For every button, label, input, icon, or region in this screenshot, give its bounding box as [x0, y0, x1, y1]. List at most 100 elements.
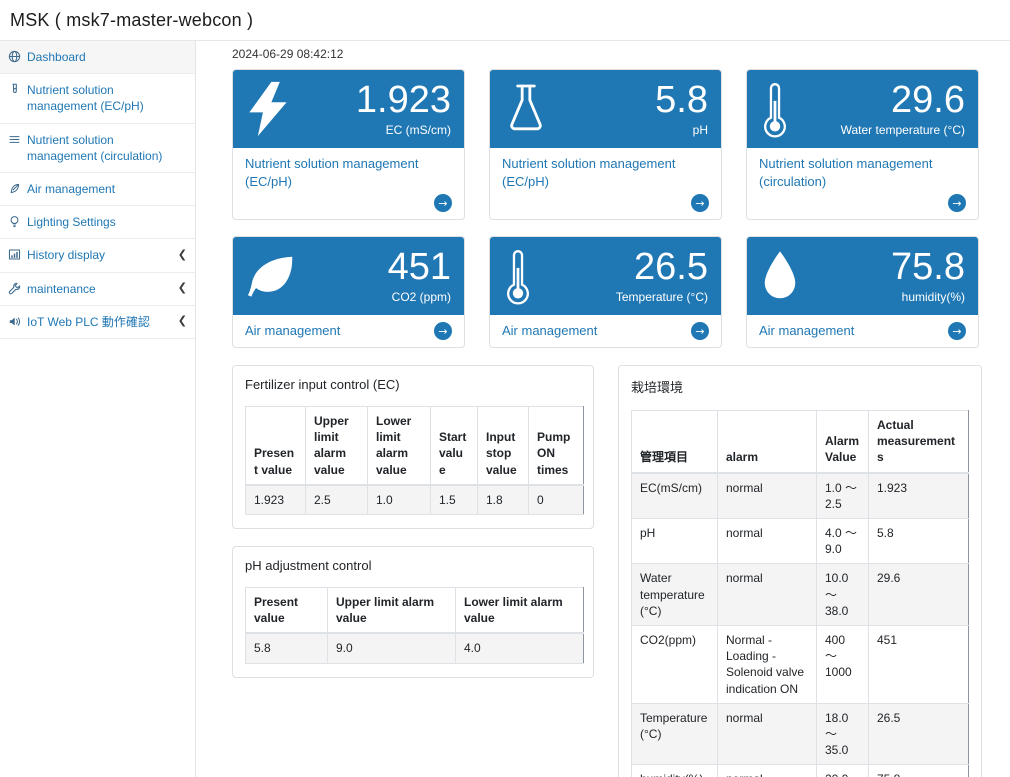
table-header-row: 管理項目 alarm Alarm Value Actual measuremen… [631, 410, 969, 474]
table-cell: Water temperature (°C) [631, 563, 718, 626]
column-header: Start value [430, 406, 478, 486]
column-header: Actual measurements [868, 410, 969, 474]
table-cell: 1.923 [245, 484, 306, 516]
sidebar-item-history[interactable]: History display ❮ [0, 239, 195, 273]
sidebar-item-label: IoT Web PLC 動作確認 [27, 314, 150, 329]
stat-card-humidity: 75.8 humidity(%) Air management → [746, 236, 979, 349]
stat-value: 29.6 [891, 79, 965, 122]
main-content: 2024-06-29 08:42:12 1.923 EC (mS/cm) Nut… [196, 41, 1010, 777]
panel-title: 栽培環境 [631, 380, 684, 396]
app-title: MSK ( msk7-master-webcon ) [10, 9, 254, 30]
stat-value: 5.8 [655, 79, 708, 122]
card-link[interactable]: Nutrient solution management (circulatio… [759, 156, 933, 189]
column-header: Alarm Value [816, 410, 869, 474]
table-row: Temperature (°C) normal 18.0 〜 35.0 26.5 [631, 702, 969, 766]
table-cell: EC(mS/cm) [631, 472, 718, 520]
fertilizer-table: Present value Upper limit alarm value Lo… [245, 406, 584, 516]
stat-card-co2: 451 CO2 (ppm) Air management → [232, 236, 465, 349]
table-row: EC(mS/cm) normal 1.0 〜 2.5 1.923 [631, 472, 969, 520]
chevron-left-icon: ❮ [177, 281, 187, 295]
lightbulb-icon [8, 215, 21, 228]
ph-table: Present value Upper limit alarm value Lo… [245, 587, 584, 664]
card-link[interactable]: Air management [245, 323, 341, 339]
arrow-circle-right-icon[interactable]: → [434, 194, 452, 213]
sidebar-item-label: Air management [27, 181, 116, 196]
table-cell: 10.0 〜 38.0 [816, 563, 869, 626]
stat-unit: EC (mS/cm) [385, 122, 451, 137]
table-cell: 2.5 [305, 484, 368, 516]
stat-value: 26.5 [634, 246, 708, 289]
arrow-circle-right-icon[interactable]: → [434, 322, 452, 341]
stat-cards: 1.923 EC (mS/cm) Nutrient solution manag… [232, 69, 979, 349]
table-cell: 75.8 [868, 764, 969, 777]
table-cell: 4.0 〜 9.0 [816, 518, 869, 565]
thermometer-icon [760, 80, 790, 138]
card-link[interactable]: Air management [759, 323, 855, 339]
table-header-row: Present value Upper limit alarm value Lo… [245, 587, 584, 635]
timestamp: 2024-06-29 08:42:12 [232, 47, 344, 61]
arrow-circle-right-icon[interactable]: → [948, 194, 966, 213]
table-row: Water temperature (°C) normal 10.0 〜 38.… [631, 563, 969, 626]
table-cell: 5.8 [245, 632, 328, 664]
table-cell: 0 [528, 484, 584, 516]
sidebar-item-label: Nutrient solution management (circulatio… [27, 132, 163, 163]
chart-bar-icon [8, 248, 21, 261]
column-header: Upper limit alarm value [305, 406, 368, 486]
sidebar-item-nutrient-circulation[interactable]: Nutrient solution management (circulatio… [0, 124, 195, 173]
arrow-circle-right-icon[interactable]: → [691, 194, 709, 213]
sidebar-item-label: History display [27, 248, 106, 263]
table-cell: 1.5 [430, 484, 478, 516]
table-cell: 1.0 [367, 484, 431, 516]
stat-card-ec: 1.923 EC (mS/cm) Nutrient solution manag… [232, 69, 465, 221]
table-cell: 1.0 〜 2.5 [816, 472, 869, 520]
sidebar-item-label: Dashboard [27, 50, 86, 64]
table-row: CO2(ppm) Normal - Loading - Solenoid val… [631, 624, 969, 704]
sidebar-item-label: Lighting Settings [27, 215, 116, 230]
table-cell: humidity(%) [631, 764, 718, 777]
table-row: humidity(%) normal 20.0 〜 95.0 75.8 [631, 764, 969, 777]
table-cell: 451 [868, 624, 969, 704]
card-link[interactable]: Air management [502, 323, 598, 339]
card-link[interactable]: Nutrient solution management (EC/pH) [245, 156, 419, 189]
table-cell: 4.0 [455, 632, 584, 664]
thermometer-icon [503, 247, 533, 305]
table-cell: pH [631, 518, 718, 565]
stat-unit: CO2 (ppm) [391, 290, 451, 305]
table-cell: 5.8 [868, 518, 969, 565]
droplet-icon [760, 249, 800, 303]
table-cell: 26.5 [868, 702, 969, 766]
table-cell: 29.6 [868, 563, 969, 626]
table-cell: 18.0 〜 35.0 [816, 702, 869, 766]
sidebar-item-maintenance[interactable]: maintenance ❮ [0, 273, 195, 306]
stat-unit: Temperature (°C) [615, 290, 708, 305]
panel-title: pH adjustment control [245, 558, 372, 574]
globe-icon [8, 50, 21, 63]
environment-table: 管理項目 alarm Alarm Value Actual measuremen… [631, 410, 969, 777]
sidebar-item-label: Nutrient solution management (EC/pH) [27, 83, 144, 114]
column-header: alarm [717, 410, 817, 474]
sidebar-item-dashboard[interactable]: Dashboard [0, 41, 195, 75]
table-cell: 1.8 [477, 484, 529, 516]
table-cell: Temperature (°C) [631, 702, 718, 766]
card-link[interactable]: Nutrient solution management (EC/pH) [502, 156, 676, 189]
table-cell: CO2(ppm) [631, 624, 718, 704]
column-header: Input stop value [477, 406, 529, 486]
arrow-circle-right-icon[interactable]: → [948, 322, 966, 341]
column-header: 管理項目 [631, 410, 718, 474]
table-row: 1.923 2.5 1.0 1.5 1.8 0 [245, 484, 584, 516]
bolt-icon [246, 80, 290, 138]
stat-value: 1.923 [355, 79, 451, 122]
table-row: 5.8 9.0 4.0 [245, 632, 584, 664]
sidebar-item-iot-plc[interactable]: IoT Web PLC 動作確認 ❮ [0, 306, 195, 339]
sidebar-item-lighting[interactable]: Lighting Settings [0, 206, 195, 240]
arrow-circle-right-icon[interactable]: → [691, 322, 709, 341]
column-header: Present value [245, 406, 306, 486]
sidebar-item-air[interactable]: Air management [0, 173, 195, 207]
stat-unit: pH [692, 122, 708, 137]
stat-unit: Water temperature (°C) [840, 122, 965, 137]
table-cell: Normal - Loading - Solenoid valve indica… [717, 624, 817, 704]
stat-value: 75.8 [891, 246, 965, 289]
environment-panel: 栽培環境 管理項目 alarm Alarm Value Actual measu… [618, 365, 982, 777]
table-row: pH normal 4.0 〜 9.0 5.8 [631, 518, 969, 565]
sidebar-item-nutrient-ecph[interactable]: Nutrient solution management (EC/pH) [0, 74, 195, 124]
